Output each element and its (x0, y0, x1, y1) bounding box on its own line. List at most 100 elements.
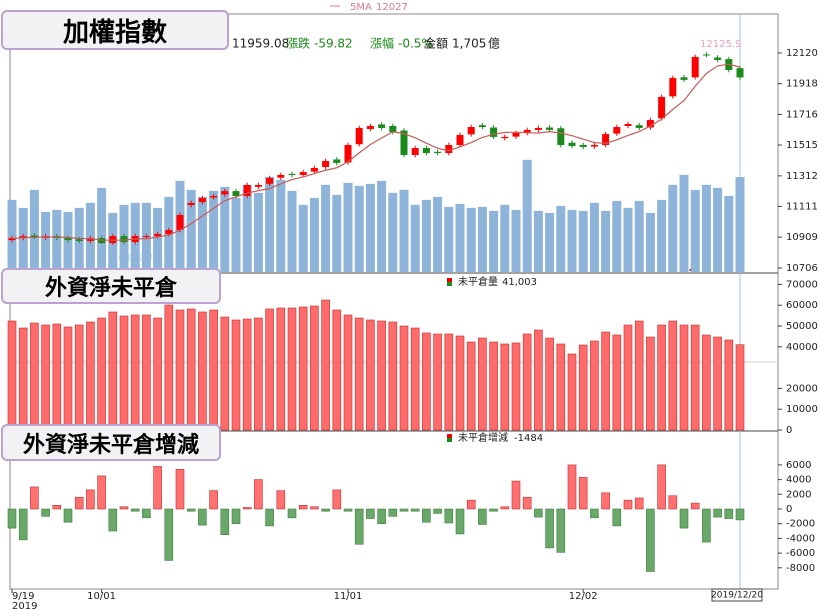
bar (86, 489, 95, 510)
bar (220, 508, 230, 536)
bar (298, 306, 308, 431)
bar (74, 496, 84, 510)
bar (668, 495, 678, 510)
bar (30, 486, 39, 510)
volume-bar (242, 184, 252, 272)
bar (668, 320, 678, 431)
y-tick-label: 10000 (786, 404, 818, 415)
amount-value: 1,705 (452, 37, 486, 51)
ma-line (11, 63, 741, 241)
candle-body (288, 173, 296, 175)
y-tick-label: 20000 (786, 383, 818, 394)
bar (466, 341, 476, 431)
bar (97, 317, 106, 431)
bar (433, 508, 442, 514)
y-tick-label: 4000 (786, 475, 811, 486)
bar (74, 324, 84, 431)
volume-bar (645, 212, 655, 272)
y-tick-label: -4000 (786, 533, 815, 544)
y-tick-label: 6000 (786, 460, 811, 471)
bar (735, 508, 745, 521)
bar (478, 508, 487, 525)
candle-body (646, 120, 654, 128)
bar (332, 309, 342, 431)
volume-bar (556, 205, 566, 272)
volume-bar (377, 180, 387, 272)
bar (265, 308, 274, 431)
bar (354, 317, 364, 431)
candle-body (411, 148, 419, 156)
bar (287, 307, 297, 431)
candle-body (232, 191, 240, 196)
bar (108, 508, 118, 532)
volume-bar (601, 210, 611, 272)
bar (500, 343, 510, 431)
candle-body (142, 236, 150, 238)
bar (287, 508, 297, 519)
candle-body (355, 127, 363, 145)
bar (198, 508, 207, 526)
bar (578, 344, 588, 431)
legend-swatch (447, 278, 452, 282)
volume-bar (186, 189, 196, 272)
bar (500, 506, 510, 510)
title: 外資淨未平倉增減 (22, 431, 199, 458)
bar (489, 508, 498, 512)
amount-label: 金額 (424, 36, 448, 51)
bar (97, 475, 106, 510)
candle-body (176, 214, 184, 231)
legend-name: 未平倉量 (458, 275, 498, 288)
year-label: 2019 (12, 601, 37, 612)
bar (489, 341, 498, 431)
bar (63, 326, 73, 431)
bar (130, 508, 140, 512)
legend-name: 未平倉增減 (458, 431, 508, 444)
candle-body (445, 144, 453, 154)
volume-bar (466, 207, 476, 272)
legend-value: 41,003 (502, 277, 537, 288)
bar (511, 342, 521, 431)
pct-value: -0.5% (398, 37, 433, 51)
title-box: 外資淨未平倉增減 (1, 424, 221, 461)
legend-name: 5MA (350, 2, 372, 13)
bar (466, 499, 476, 510)
candle-body (613, 127, 621, 134)
bar (142, 508, 151, 519)
volume-bar (298, 204, 308, 272)
volume-bar (545, 212, 555, 272)
bar (242, 318, 252, 431)
candle-body (669, 77, 677, 97)
candle-body (19, 236, 27, 239)
bar (343, 508, 353, 512)
volume-bar (220, 186, 230, 272)
bar (623, 499, 633, 510)
volume-bar (567, 209, 577, 272)
candle-body (579, 144, 587, 147)
bar (713, 508, 722, 518)
bar (130, 314, 140, 431)
volume-bar (578, 210, 588, 272)
volume-bar (231, 197, 241, 272)
volume-bar (29, 189, 39, 272)
bar (646, 336, 655, 431)
candle-body (333, 159, 341, 163)
volume-bar (343, 182, 353, 272)
candle-body (109, 236, 117, 244)
volume-bar (522, 159, 532, 272)
volume-bar (713, 187, 723, 272)
title-box: 加權指數 (1, 10, 229, 50)
candle-body (702, 54, 710, 56)
y-tick-label: 11918 (786, 79, 818, 90)
candle-body (221, 191, 229, 195)
bar (388, 321, 398, 431)
bar (679, 508, 689, 529)
bar (108, 311, 118, 431)
bar (52, 505, 62, 510)
pct-label: 漲幅 (370, 36, 394, 51)
bar (153, 466, 162, 510)
volume-bar (433, 196, 443, 272)
y-tick-label: -6000 (786, 548, 815, 559)
bar (422, 508, 431, 523)
